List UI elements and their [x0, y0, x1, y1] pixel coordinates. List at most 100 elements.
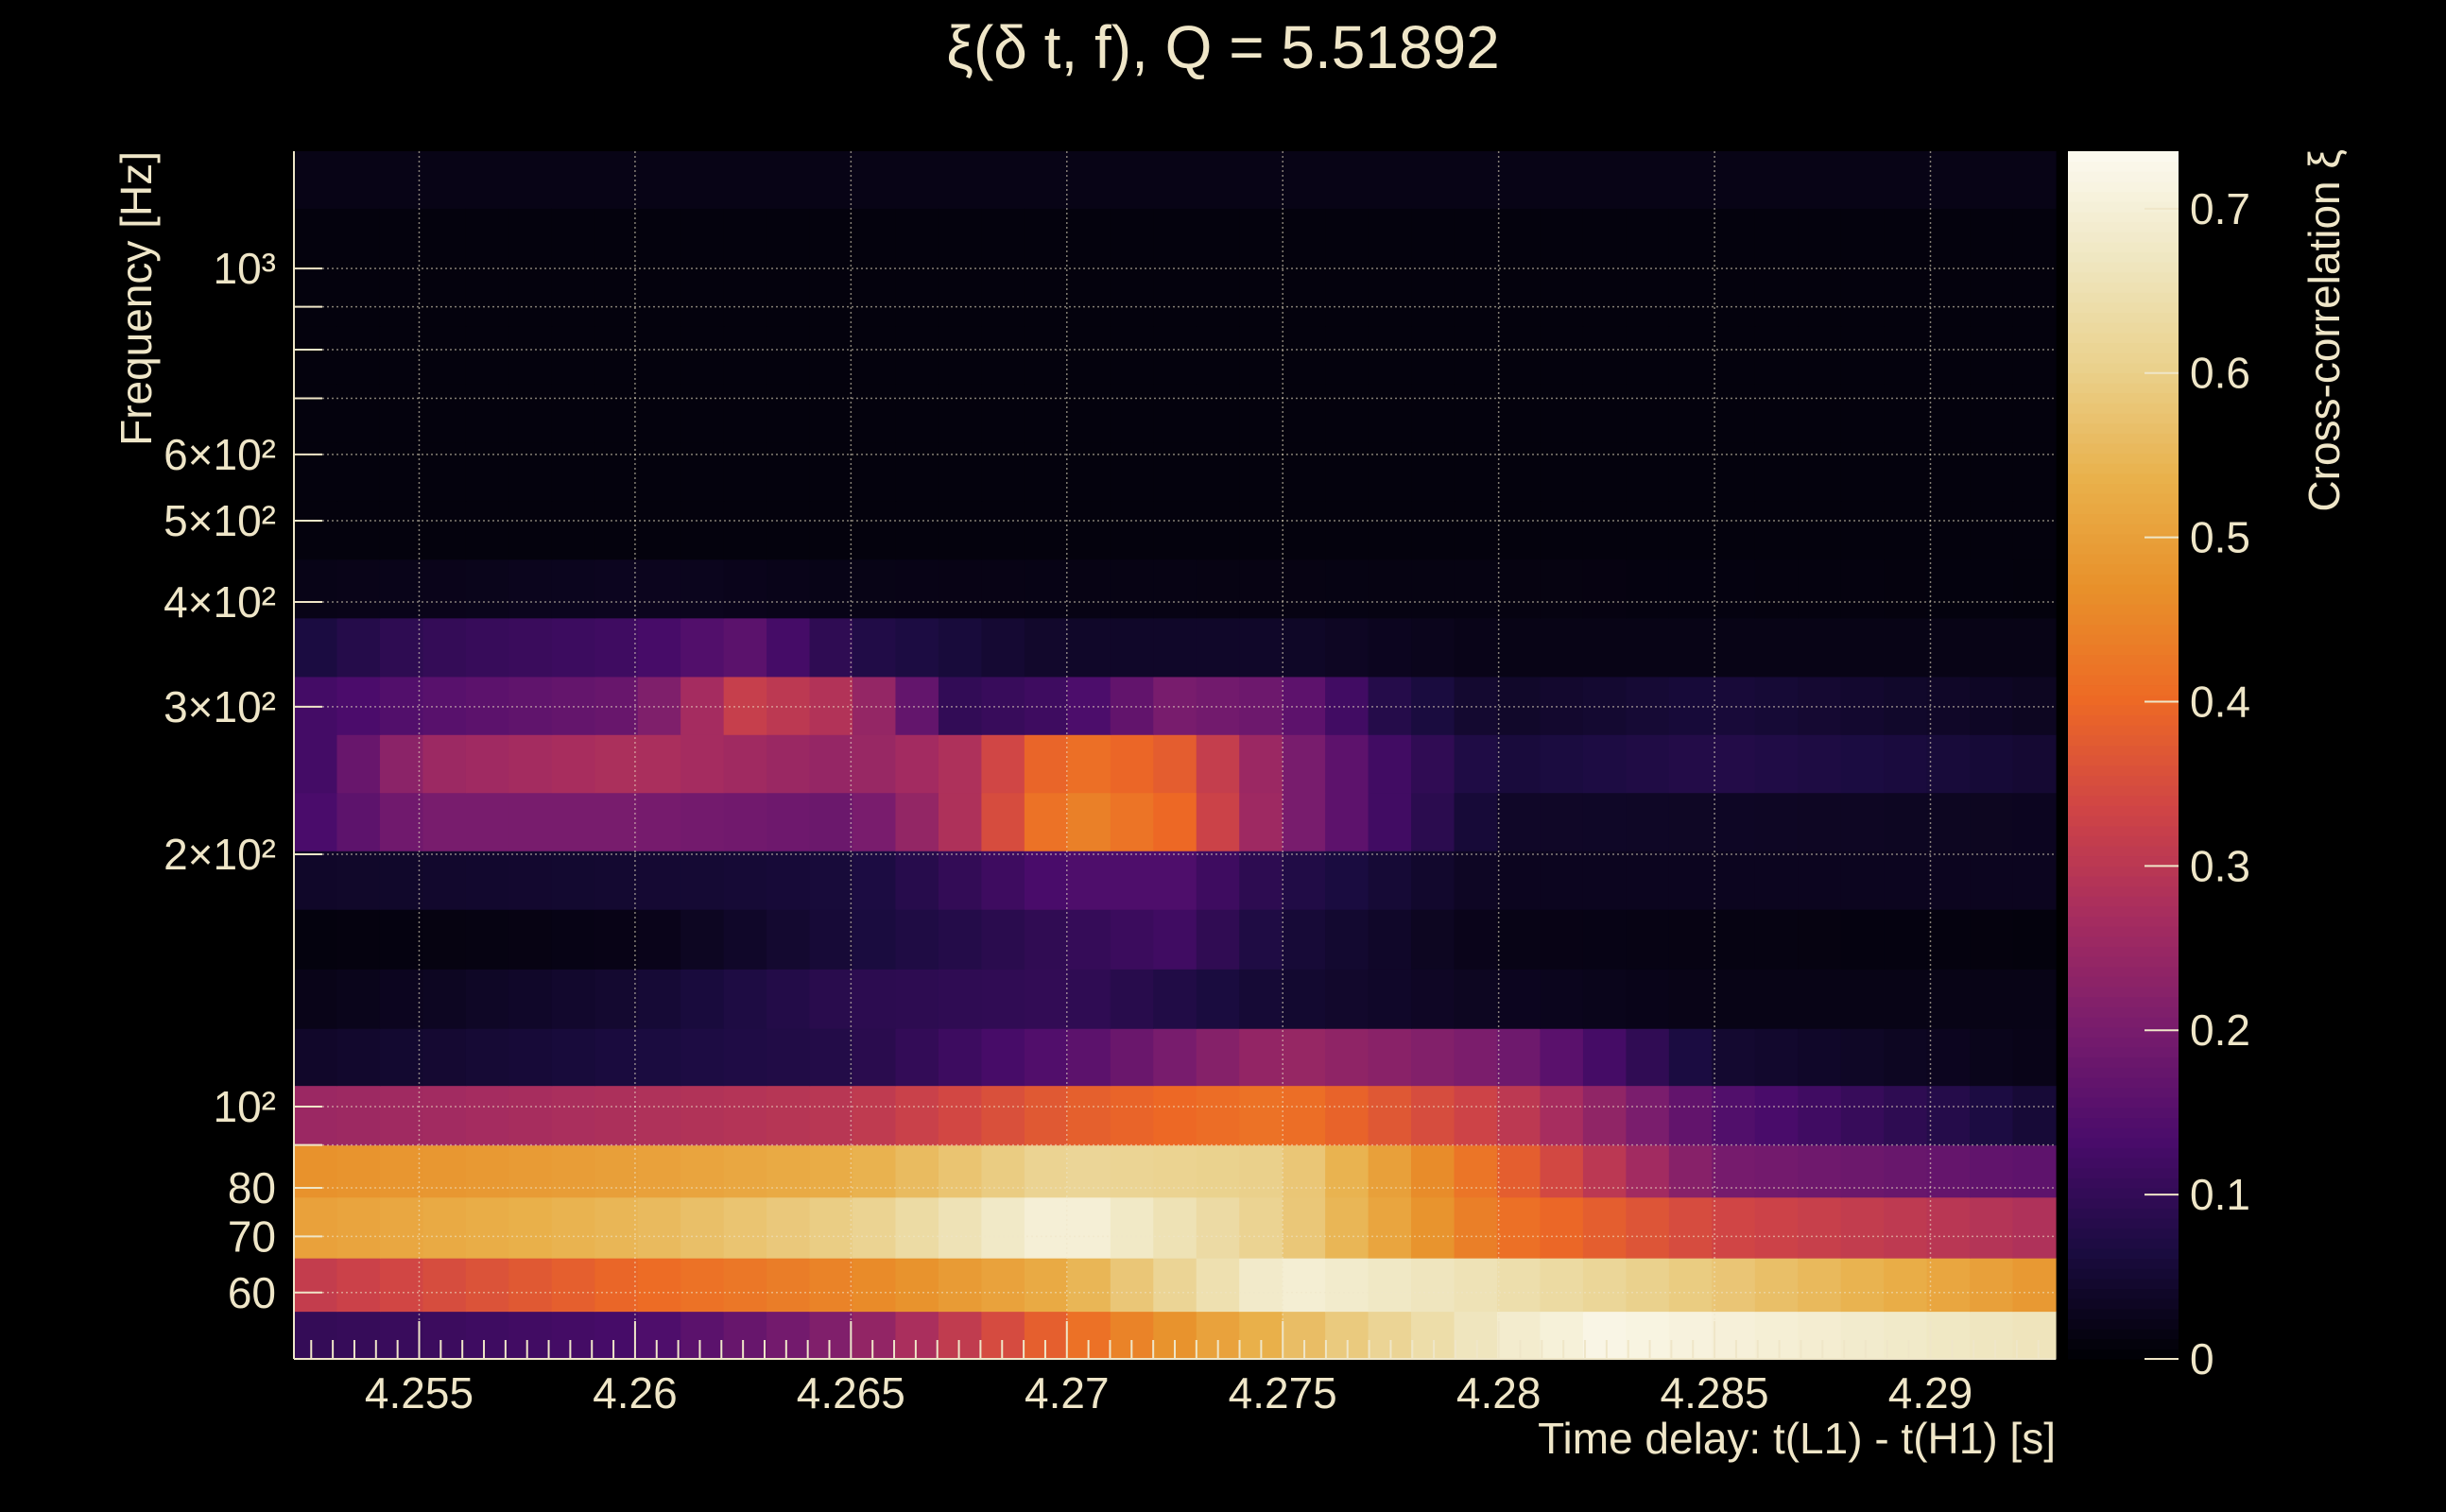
heatmap-cell [767, 676, 811, 735]
heatmap-cell [1196, 151, 1240, 209]
colorbar-band [2068, 795, 2179, 806]
heatmap-cell [1496, 1258, 1542, 1313]
heatmap-cell [508, 1144, 553, 1198]
colorbar-band [2068, 342, 2179, 353]
heatmap-cell [680, 1196, 725, 1259]
heatmap-cell [981, 266, 1025, 327]
heatmap-cell [422, 1144, 467, 1198]
colorbar-band [2068, 372, 2179, 384]
heatmap-cell [1496, 384, 1542, 443]
heatmap-cell [1282, 850, 1326, 910]
y-tick-label: 10³ [214, 244, 276, 293]
heatmap-cell [1754, 676, 1799, 735]
colorbar-tick-label: 0 [2190, 1334, 2214, 1383]
heatmap-cell [938, 266, 983, 327]
heatmap-cell [680, 1311, 725, 1360]
heatmap-cell [1926, 969, 1971, 1029]
heatmap-cell [1754, 1196, 1799, 1259]
heatmap-cell [1067, 1196, 1111, 1259]
heatmap-cell [1712, 617, 1756, 678]
colorbar-band [2068, 805, 2179, 816]
colorbar-band [2068, 1268, 2179, 1280]
heatmap-cell [981, 1085, 1025, 1146]
heatmap-cell [1798, 734, 1842, 794]
heatmap-cell [723, 384, 767, 443]
heatmap-cell [2012, 266, 2057, 327]
heatmap-cell [637, 792, 681, 851]
heatmap-cell [1368, 325, 1412, 385]
colorbar-band [2068, 1197, 2179, 1209]
heatmap-cell [1496, 1311, 1542, 1360]
colorbar-band [2068, 845, 2179, 857]
heatmap-cell [1754, 208, 1799, 268]
heatmap-cell [422, 442, 467, 502]
heatmap-cell [1712, 734, 1756, 794]
heatmap-cell [1840, 969, 1885, 1029]
heatmap-cell [379, 909, 423, 970]
heatmap-cell [1454, 1258, 1498, 1313]
heatmap-cell [680, 1258, 725, 1313]
heatmap-cell [981, 1028, 1025, 1087]
heatmap-cell [336, 850, 381, 910]
heatmap-cell [1798, 442, 1842, 502]
heatmap-cell [1840, 734, 1885, 794]
heatmap-cell [1239, 208, 1283, 268]
heatmap-cell [1196, 325, 1240, 385]
heatmap-cell [1024, 442, 1068, 502]
heatmap-cell [1496, 909, 1542, 970]
colorbar-band [2068, 866, 2179, 877]
heatmap-cell [1582, 442, 1627, 502]
heatmap-cell [1067, 384, 1111, 443]
heatmap-cell [1153, 442, 1197, 502]
heatmap-cell [680, 909, 725, 970]
heatmap-cell [336, 558, 381, 619]
heatmap-cell [1454, 266, 1498, 327]
colorbar-band [2068, 905, 2179, 917]
heatmap-cell [1582, 617, 1627, 678]
heatmap-cell [1411, 1028, 1456, 1087]
heatmap-cell [938, 850, 983, 910]
heatmap-cell [1840, 1258, 1885, 1313]
heatmap-cell [1153, 384, 1197, 443]
heatmap-cell [1798, 676, 1842, 735]
heatmap-cell [938, 1196, 983, 1259]
heatmap-cell [1582, 208, 1627, 268]
heatmap-cell [379, 734, 423, 794]
heatmap-cell [1153, 850, 1197, 910]
heatmap-cell [1798, 969, 1842, 1029]
heatmap-cell [723, 325, 767, 385]
heatmap-cell [508, 442, 553, 502]
heatmap-cell [1668, 208, 1713, 268]
heatmap-cell [1712, 384, 1756, 443]
heatmap-cell [1496, 617, 1542, 678]
heatmap-cell [1496, 676, 1542, 735]
heatmap-cell [680, 442, 725, 502]
heatmap-cell [895, 1085, 939, 1146]
heatmap-cell [1411, 676, 1456, 735]
colorbar-band [2068, 654, 2179, 665]
heatmap-cell [422, 734, 467, 794]
heatmap-cell [336, 442, 381, 502]
heatmap-cell [1153, 792, 1197, 851]
heatmap-cell [1884, 1028, 1928, 1087]
heatmap-cell [1840, 266, 1885, 327]
heatmap-cell [1024, 1085, 1068, 1146]
heatmap-cell [1540, 151, 1584, 209]
heatmap-cell [723, 208, 767, 268]
colorbar-band [2068, 986, 2179, 998]
colorbar-band [2068, 755, 2179, 766]
colorbar-band [2068, 815, 2179, 827]
heatmap-cell [1067, 325, 1111, 385]
heatmap-cell [1926, 909, 1971, 970]
heatmap-cell [465, 1311, 509, 1360]
heatmap-cell [1067, 208, 1111, 268]
heatmap-cell [637, 1258, 681, 1313]
heatmap-cell [1110, 325, 1154, 385]
heatmap-cell [1411, 1258, 1456, 1313]
heatmap-cell [1798, 384, 1842, 443]
x-tick-label: 4.26 [593, 1368, 678, 1418]
heatmap-cell [981, 1311, 1025, 1360]
heatmap-cell [1368, 909, 1412, 970]
heatmap-cell [1282, 617, 1326, 678]
heatmap-cell [1798, 1028, 1842, 1087]
